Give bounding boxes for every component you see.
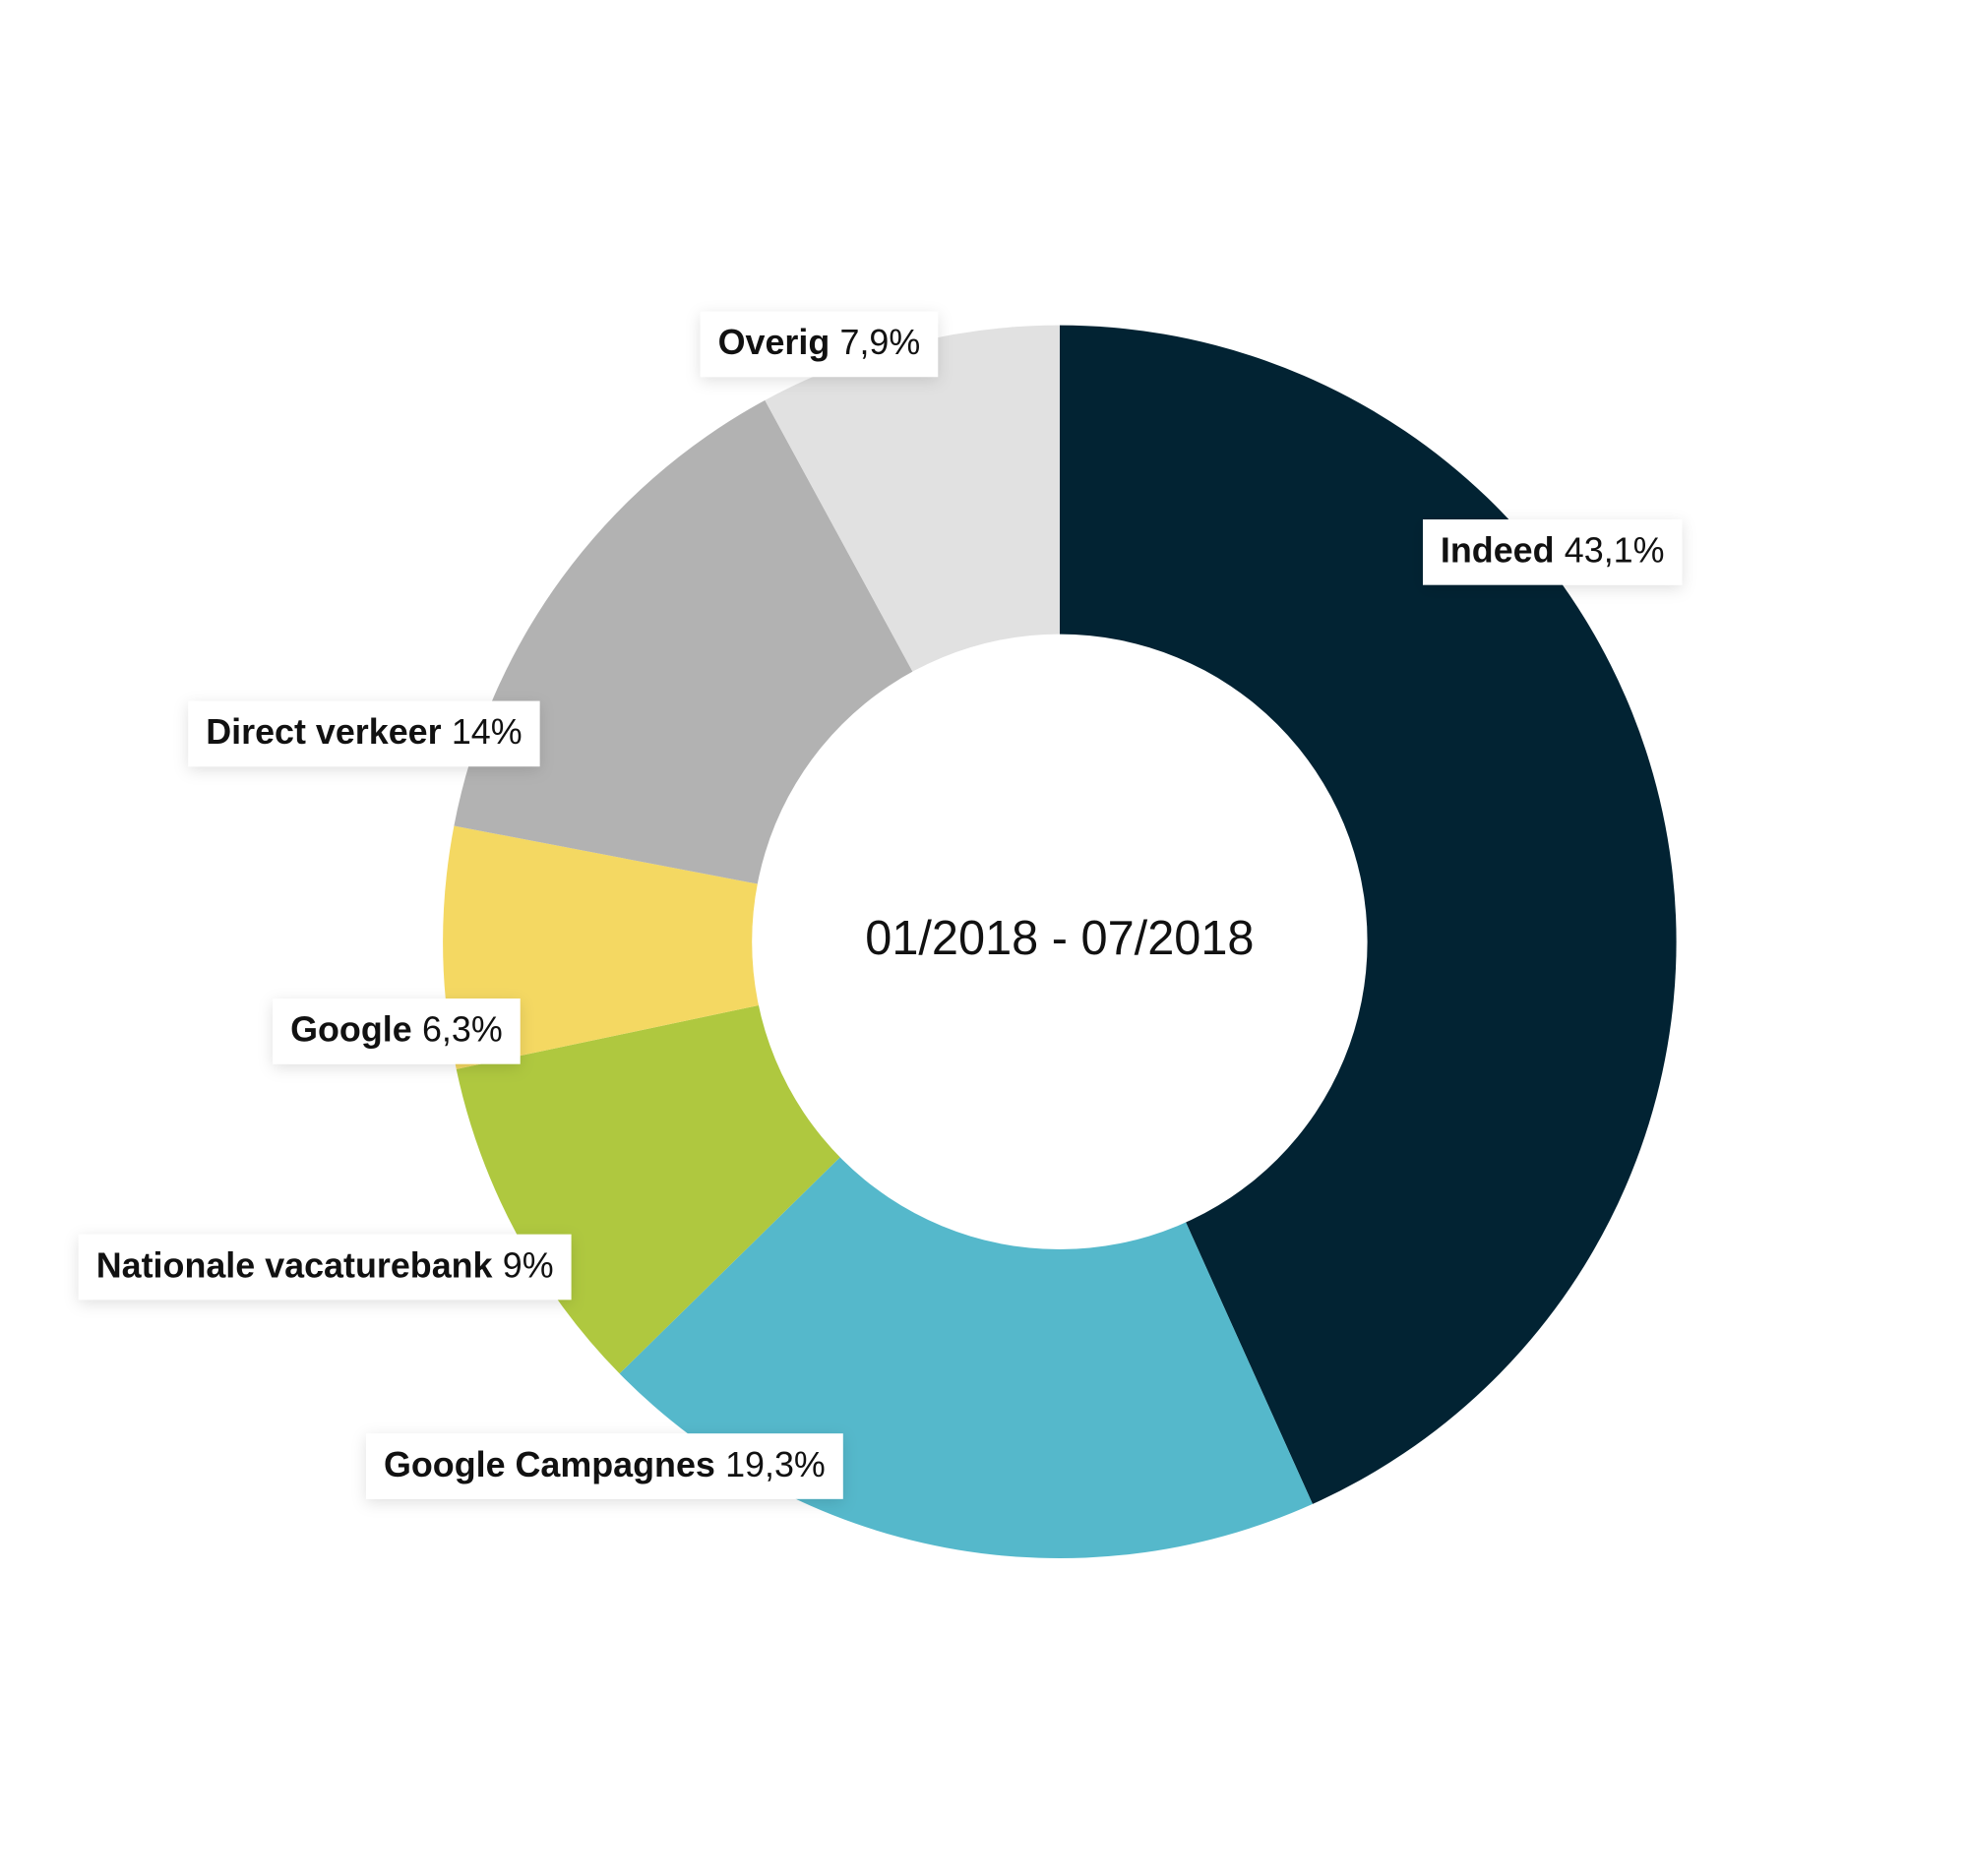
- label-text: Overig 7,9%: [718, 324, 921, 363]
- slice-label: Google 6,3%: [273, 999, 521, 1064]
- slice-label: Nationale vacaturebank 9%: [78, 1234, 572, 1301]
- label-value: 7,9%: [839, 324, 920, 363]
- label-box: [366, 1433, 843, 1499]
- label-name: Overig: [718, 324, 830, 363]
- label-text: Indeed 43,1%: [1441, 531, 1665, 571]
- center-text: 01/2018 - 07/2018: [865, 912, 1254, 965]
- label-name: Indeed: [1441, 531, 1555, 571]
- labels: Indeed 43,1% Google Campagnes 19,3% National…: [78, 311, 1683, 1499]
- label-box: [188, 700, 540, 767]
- label-box: [700, 311, 939, 378]
- label-box: [78, 1234, 572, 1301]
- label-value: 9%: [503, 1246, 554, 1286]
- slice-label: Google Campagnes 19,3%: [366, 1433, 843, 1499]
- label-box: [273, 999, 521, 1064]
- label-name: Google: [290, 1010, 412, 1050]
- label-text: Google Campagnes 19,3%: [384, 1445, 826, 1484]
- label-value: 6,3%: [422, 1010, 503, 1050]
- donut-hole: [752, 634, 1368, 1250]
- slice: [1059, 325, 1677, 1504]
- label-text: Nationale vacaturebank 9%: [96, 1246, 554, 1286]
- label-name: Direct verkeer: [206, 713, 441, 753]
- slice-label: Overig 7,9%: [700, 311, 939, 378]
- label-name: Google Campagnes: [384, 1445, 715, 1484]
- slice: [619, 941, 1313, 1559]
- slice-label: Direct verkeer 14%: [188, 700, 540, 767]
- label-value: 19,3%: [725, 1445, 826, 1484]
- label-text: Direct verkeer 14%: [206, 713, 522, 753]
- label-value: 43,1%: [1565, 531, 1665, 571]
- slice: [443, 825, 1060, 1069]
- label-name: Nationale vacaturebank: [96, 1246, 493, 1286]
- slice-label: Indeed 43,1%: [1422, 519, 1683, 585]
- label-text: Google 6,3%: [290, 1010, 503, 1050]
- label-value: 14%: [452, 713, 523, 753]
- label-box: [1422, 519, 1683, 585]
